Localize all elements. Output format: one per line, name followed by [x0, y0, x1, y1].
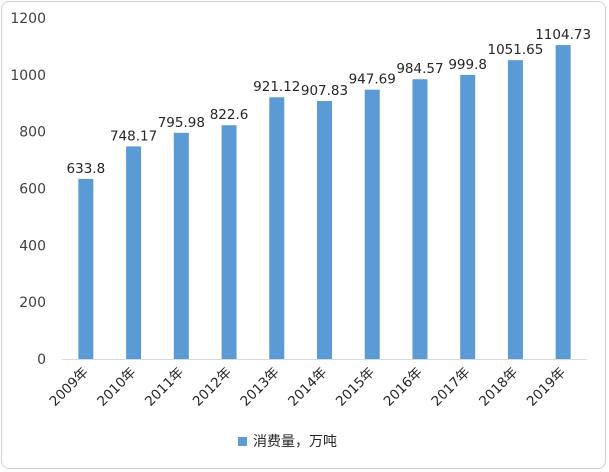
- x-tick-label: 2015年: [333, 365, 378, 410]
- data-label: 1051.65: [487, 42, 543, 58]
- data-label: 748.17: [110, 128, 157, 144]
- data-label: 1104.73: [535, 27, 591, 43]
- x-tick-label: 2013年: [237, 365, 282, 410]
- y-tick-label: 600: [19, 182, 46, 198]
- data-label: 633.8: [67, 161, 106, 177]
- data-label: 947.69: [349, 72, 396, 88]
- y-tick-label: 1200: [10, 11, 46, 27]
- x-tick-label: 2009年: [47, 365, 92, 410]
- bar: [555, 45, 571, 359]
- legend-swatch: [238, 437, 247, 446]
- y-tick-label: 200: [19, 295, 46, 311]
- y-tick-label: 1000: [10, 68, 46, 84]
- y-tick-label: 0: [37, 352, 46, 368]
- x-tick-label: 2019年: [524, 365, 569, 410]
- x-tick-label: 2010年: [94, 365, 139, 410]
- bar: [507, 60, 523, 359]
- bar: [173, 132, 189, 359]
- data-label: 822.6: [210, 107, 249, 123]
- x-tick-label: 2017年: [428, 365, 473, 410]
- x-tick-label: 2012年: [190, 365, 235, 410]
- data-label: 984.57: [396, 61, 443, 77]
- y-tick-label: 400: [19, 238, 46, 254]
- bar: [460, 74, 476, 359]
- data-label: 921.12: [253, 79, 300, 95]
- bar: [221, 125, 237, 359]
- legend-label: 消费量，万吨: [253, 434, 337, 450]
- data-label: 999.8: [448, 57, 487, 73]
- bar: [269, 97, 285, 359]
- bar: [412, 79, 428, 360]
- bar: [78, 178, 94, 359]
- data-label: 907.83: [301, 83, 348, 99]
- bar: [126, 146, 142, 359]
- x-tick-label: 2014年: [285, 365, 330, 410]
- bar: [317, 101, 332, 360]
- x-tick-label: 2016年: [381, 365, 426, 410]
- x-tick-label: 2011年: [142, 365, 187, 410]
- data-label: 795.98: [158, 115, 205, 131]
- y-tick-label: 800: [19, 125, 46, 141]
- x-tick-label: 2018年: [476, 365, 521, 410]
- bar: [364, 89, 380, 359]
